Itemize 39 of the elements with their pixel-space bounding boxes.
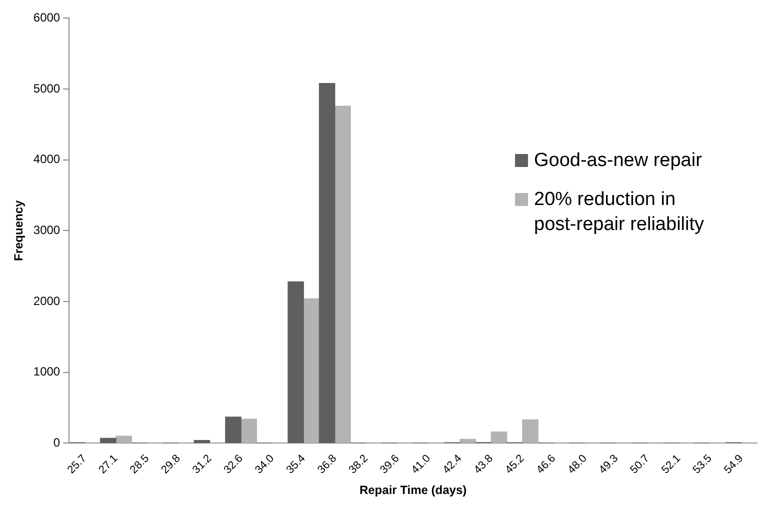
legend-label: Good-as-new repair [534, 149, 702, 173]
x-tick-label: 42.4 [440, 452, 464, 476]
x-tick-label: 52.1 [659, 452, 684, 476]
bar [490, 431, 508, 443]
bar [303, 298, 320, 443]
x-axis-title: Repair Time (days) [359, 483, 467, 498]
y-tick-label: 4000 [33, 152, 60, 166]
y-tick-label: 0 [53, 435, 60, 450]
bar [116, 436, 132, 443]
y-tick-label: 3000 [33, 222, 60, 237]
bar [100, 438, 116, 443]
y-tick-label: 5000 [33, 81, 60, 96]
x-tick-label: 39.6 [378, 452, 402, 476]
y-tick-label: 1000 [33, 364, 60, 379]
y-axis-title: Frequency [12, 200, 26, 262]
x-tick-label: 54.9 [722, 452, 746, 476]
bar [240, 418, 258, 443]
x-tick-label: 36.8 [316, 452, 340, 476]
x-tick-label: 43.8 [472, 452, 496, 476]
x-tick-label: 35.4 [284, 452, 308, 476]
x-tick-label: 38.2 [346, 452, 370, 476]
bar [318, 83, 336, 443]
x-tick-label: 31.2 [190, 452, 214, 476]
bar [522, 419, 538, 443]
x-tick-label: 41.0 [409, 452, 433, 476]
x-tick-label: 46.6 [534, 452, 558, 476]
bar [194, 440, 210, 443]
bar [225, 416, 242, 443]
bar [288, 281, 304, 443]
bar [460, 438, 476, 443]
y-tick-label: 2000 [33, 294, 60, 308]
x-tick-label: 32.6 [222, 452, 246, 476]
x-tick-label: 34.0 [252, 452, 277, 476]
x-tick-label: 48.0 [566, 452, 590, 476]
x-tick-label: 45.2 [503, 452, 527, 476]
x-tick-label: 49.3 [596, 452, 621, 476]
y-tick-label: 6000 [33, 10, 60, 25]
legend-label: 20% reduction in post-repair reliability [534, 188, 706, 237]
bar [334, 106, 351, 443]
